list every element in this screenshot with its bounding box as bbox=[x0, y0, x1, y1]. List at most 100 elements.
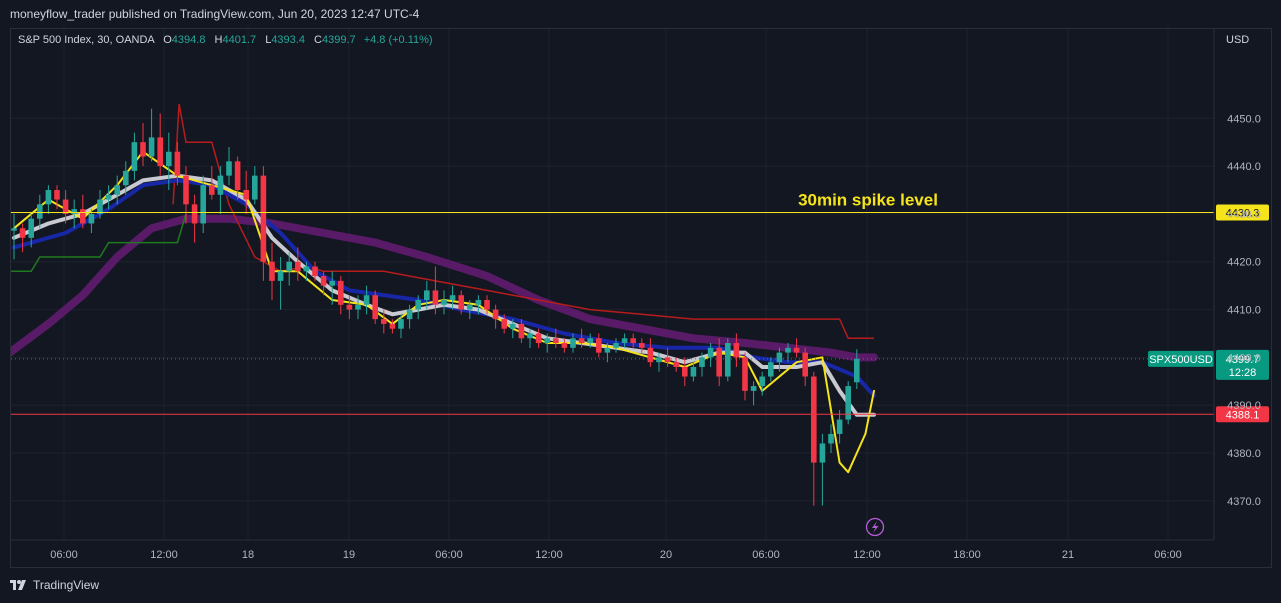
candle bbox=[699, 352, 705, 377]
candle bbox=[819, 433, 826, 506]
brand-text: TradingView bbox=[33, 578, 100, 592]
candle bbox=[62, 190, 69, 224]
change-value: +4.8 (+0.11%) bbox=[363, 34, 433, 46]
candle bbox=[234, 156, 241, 200]
candle bbox=[647, 338, 654, 367]
candle bbox=[501, 314, 507, 334]
x-tick-label: 21 bbox=[1062, 549, 1074, 561]
candle bbox=[854, 349, 860, 389]
candle bbox=[166, 132, 172, 190]
x-tick-label: 18 bbox=[242, 549, 254, 561]
candle bbox=[535, 328, 542, 348]
grid bbox=[11, 29, 1214, 540]
close-label: C bbox=[314, 34, 322, 46]
candle bbox=[467, 300, 473, 320]
bar-countdown-label: 12:28 bbox=[1229, 367, 1257, 379]
resistance-line-red bbox=[172, 103, 874, 340]
level-price-label: 4388.1 bbox=[1226, 409, 1260, 421]
candle bbox=[544, 333, 550, 353]
candle bbox=[28, 213, 34, 248]
low-value: 4393.4 bbox=[271, 34, 305, 46]
flash-icon[interactable] bbox=[865, 517, 885, 537]
candle bbox=[484, 295, 490, 315]
candle bbox=[690, 362, 697, 382]
candle bbox=[475, 295, 482, 315]
y-tick-label: 4440.0 bbox=[1227, 161, 1261, 173]
open-label: O bbox=[163, 34, 172, 46]
chart-svg[interactable]: 4430.3 4388.1 30min spike level SPX500USD 43… bbox=[11, 29, 1271, 567]
candle bbox=[750, 381, 757, 406]
candle bbox=[260, 166, 267, 281]
candle bbox=[768, 357, 774, 382]
candle bbox=[157, 113, 163, 176]
candle bbox=[338, 276, 344, 315]
y-tick-label: 4450.0 bbox=[1227, 113, 1261, 125]
ma-line-purple bbox=[11, 214, 878, 362]
symbol-legend: S&P 500 Index, 30, OANDA O4394.8 H4401.7… bbox=[18, 34, 433, 46]
candle bbox=[97, 190, 103, 219]
candle bbox=[406, 304, 413, 329]
candle bbox=[716, 338, 722, 387]
candle bbox=[759, 371, 765, 396]
candle bbox=[71, 199, 77, 229]
candle bbox=[45, 185, 52, 214]
candle bbox=[346, 295, 353, 320]
candle bbox=[303, 261, 310, 281]
candle bbox=[828, 424, 834, 454]
tradingview-logo-icon bbox=[10, 580, 26, 590]
candle bbox=[252, 166, 258, 205]
candle bbox=[243, 170, 249, 214]
candle bbox=[836, 410, 843, 444]
candle bbox=[226, 146, 232, 186]
y-tick-label: 4390.0 bbox=[1227, 400, 1261, 412]
level-price-tag bbox=[1216, 204, 1269, 221]
candle bbox=[441, 290, 447, 315]
candle bbox=[174, 142, 181, 186]
candle bbox=[587, 333, 593, 348]
candle bbox=[613, 338, 619, 353]
y-tick-label: 4420.0 bbox=[1227, 257, 1261, 269]
candle bbox=[845, 381, 851, 425]
candle bbox=[630, 333, 636, 348]
chart-area[interactable]: 4430.3 4388.1 30min spike level SPX500USD 43… bbox=[10, 28, 1272, 568]
candle bbox=[621, 333, 628, 348]
candle bbox=[742, 352, 748, 401]
x-tick-label: 18:00 bbox=[953, 549, 981, 561]
open-value: 4394.8 bbox=[171, 34, 206, 46]
tradingview-logo[interactable]: TradingView bbox=[10, 578, 99, 592]
candle bbox=[725, 338, 731, 382]
candle bbox=[561, 338, 568, 353]
y-tick-label: 4410.0 bbox=[1227, 305, 1261, 317]
candle bbox=[639, 338, 645, 353]
x-tick-label: 06:00 bbox=[50, 549, 78, 561]
low-label: L bbox=[265, 34, 272, 46]
candle bbox=[673, 357, 679, 372]
candles bbox=[11, 108, 860, 506]
x-tick-label: 12:00 bbox=[150, 549, 178, 561]
candle bbox=[449, 285, 456, 310]
x-tick-label: 06:00 bbox=[1154, 549, 1182, 561]
candle bbox=[372, 290, 378, 324]
symbol-tag bbox=[1148, 350, 1214, 367]
candle bbox=[510, 319, 516, 339]
axes: 06:00 12:00 18 19 06:00 12:00 20 06:00 12:00 18:0… bbox=[11, 29, 1261, 561]
candle bbox=[389, 319, 396, 334]
y-tick-label: 4370.0 bbox=[1227, 496, 1261, 508]
candle bbox=[19, 223, 26, 253]
x-tick-label: 20 bbox=[660, 549, 672, 561]
candle bbox=[707, 343, 714, 367]
level-price-tag bbox=[1216, 406, 1269, 423]
symbol-text: S&P 500 Index, 30, OANDA bbox=[18, 34, 155, 46]
candle bbox=[802, 347, 808, 387]
candle bbox=[80, 194, 86, 229]
candle bbox=[458, 290, 464, 315]
candle bbox=[733, 333, 740, 367]
symbol-tag-label: SPX500USD bbox=[1149, 354, 1213, 366]
y-tick-label: 4400.0 bbox=[1227, 352, 1261, 364]
spike-annotation[interactable]: 30min spike level bbox=[798, 190, 938, 209]
high-label: H bbox=[214, 34, 223, 46]
candle bbox=[88, 209, 95, 234]
candle bbox=[295, 247, 301, 281]
candle bbox=[578, 328, 585, 348]
horizontal-levels: 4430.3 4388.1 30min spike level SPX500USD 43… bbox=[11, 190, 1269, 423]
